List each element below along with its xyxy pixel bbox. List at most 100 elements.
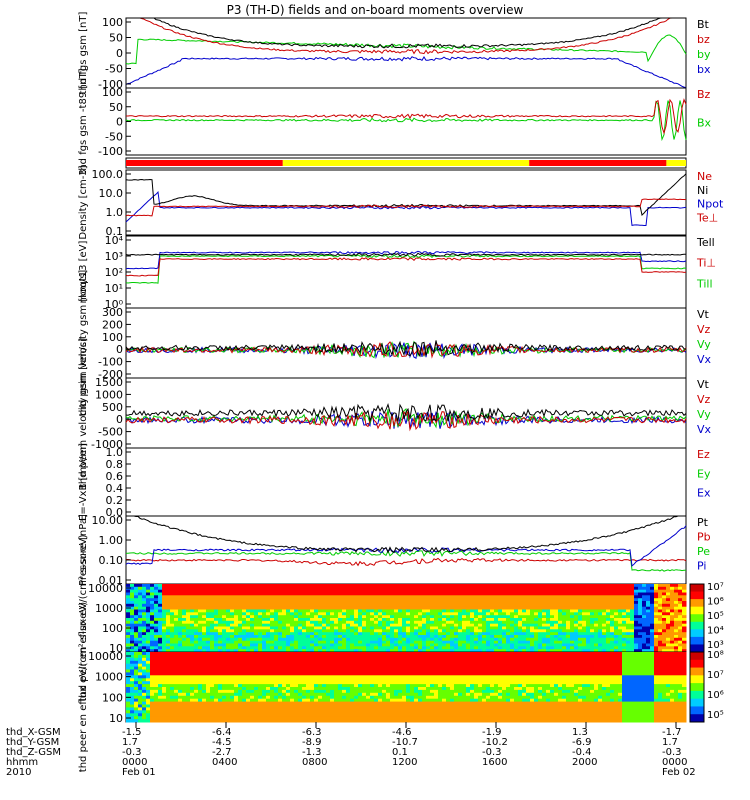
heatmap-cell [302,595,307,599]
heatmap-cell [462,640,467,644]
heatmap-cell [210,695,215,700]
heatmap-cell [218,684,223,688]
heatmap-cell [194,615,199,619]
heatmap-cell [166,595,171,599]
heatmap-cell [170,663,175,668]
heatmap-cell [446,620,451,625]
heatmap-cell [274,660,279,665]
heatmap-cell [218,719,223,723]
heatmap-cell [478,640,483,644]
y-tick-label: 1.0 [106,446,124,459]
heatmap-cell [362,654,367,659]
heatmap-cell [182,637,187,642]
heatmap-cell [266,592,271,596]
heatmap-cell [238,629,243,633]
heatmap-cell [250,620,255,625]
heatmap-cell [286,669,291,673]
heatmap-cell [286,632,291,636]
legend-entry: Bx [697,117,712,130]
heatmap-cell [210,675,215,679]
heatmap-cell [154,672,159,676]
heatmap-cell [214,635,219,639]
heatmap-cell [146,704,151,708]
heatmap-cell [494,589,499,593]
heatmap-cell [150,584,155,588]
heatmap-cell [586,589,591,593]
heatmap-cell [226,707,231,711]
heatmap-cell [162,669,167,673]
heatmap-cell [326,635,331,639]
heatmap-cell [498,620,503,625]
heatmap-cell [306,689,311,694]
heatmap-cell [518,635,523,639]
heatmap-cell [266,713,271,717]
heatmap-cell [186,716,191,720]
heatmap-cell [682,586,687,591]
heatmap-cell [214,672,219,676]
heatmap-cell [618,646,623,650]
heatmap-cell [154,623,159,627]
heatmap-cell [662,635,667,639]
heatmap-cell [354,689,359,694]
heatmap-cell [254,652,259,656]
heatmap-cell [682,623,687,627]
heatmap-cell [254,678,259,682]
heatmap-cell [214,704,219,708]
heatmap-cell [226,657,231,662]
heatmap-cell [266,701,271,705]
heatmap-cell [254,609,259,613]
heatmap-cell [490,640,495,644]
heatmap-cell [158,657,163,662]
heatmap-cell [522,606,527,610]
heatmap-cell [162,615,167,619]
heatmap-cell [222,675,227,679]
heatmap-cell [350,635,355,639]
heatmap-cell [346,692,351,697]
heatmap-cell [506,595,511,599]
heatmap-cell [442,592,447,596]
heatmap-cell [554,637,559,642]
heatmap-cell [654,615,659,619]
heatmap-cell [194,606,199,610]
heatmap-cell [242,675,247,679]
heatmap-cell [150,601,155,605]
heatmap-cell [590,584,595,588]
heatmap-cell [158,675,163,679]
heatmap-cell [282,603,287,608]
heatmap-cell [506,640,511,644]
heatmap-cell [530,632,535,636]
heatmap-cell [146,592,151,596]
heatmap-cell [186,623,191,627]
y-tick-label: 10.00 [92,514,124,527]
heatmap-cell [150,640,155,644]
heatmap-cell [274,695,279,700]
heatmap-cell [314,629,319,633]
heatmap-cell [150,606,155,610]
heatmap-cell [634,584,639,588]
heatmap-cell [150,654,155,659]
heatmap-cell [246,678,251,682]
heatmap-cell [254,704,259,708]
heatmap-cell [126,701,131,705]
heatmap-cell [210,623,215,627]
heatmap-cell [306,629,311,633]
heatmap-cell [646,598,651,602]
heatmap-cell [186,684,191,688]
heatmap-cell [374,589,379,593]
heatmap-cell [342,663,347,668]
heatmap-cell [306,663,311,668]
heatmap-cell [414,598,419,602]
heatmap-cell [614,592,619,596]
heatmap-cell [226,698,231,703]
heatmap-cell [586,632,591,636]
heatmap-cell [230,609,235,613]
heatmap-cell [350,704,355,708]
heatmap-cell [670,640,675,644]
heatmap-cell [302,586,307,591]
heatmap-cell [326,615,331,619]
heatmap-cell [578,589,583,593]
heatmap-cell [302,652,307,656]
heatmap-cell [278,654,283,659]
heatmap-cell [502,612,507,616]
heatmap-cell [134,669,139,673]
